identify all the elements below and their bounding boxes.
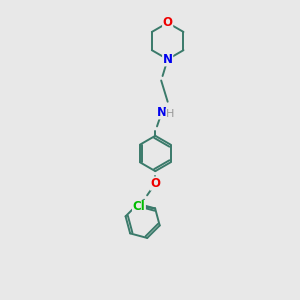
Text: N: N bbox=[157, 106, 167, 119]
Text: H: H bbox=[166, 109, 174, 119]
Text: O: O bbox=[150, 177, 160, 190]
Text: N: N bbox=[163, 53, 173, 66]
Text: Cl: Cl bbox=[133, 200, 145, 213]
Text: O: O bbox=[163, 16, 173, 29]
